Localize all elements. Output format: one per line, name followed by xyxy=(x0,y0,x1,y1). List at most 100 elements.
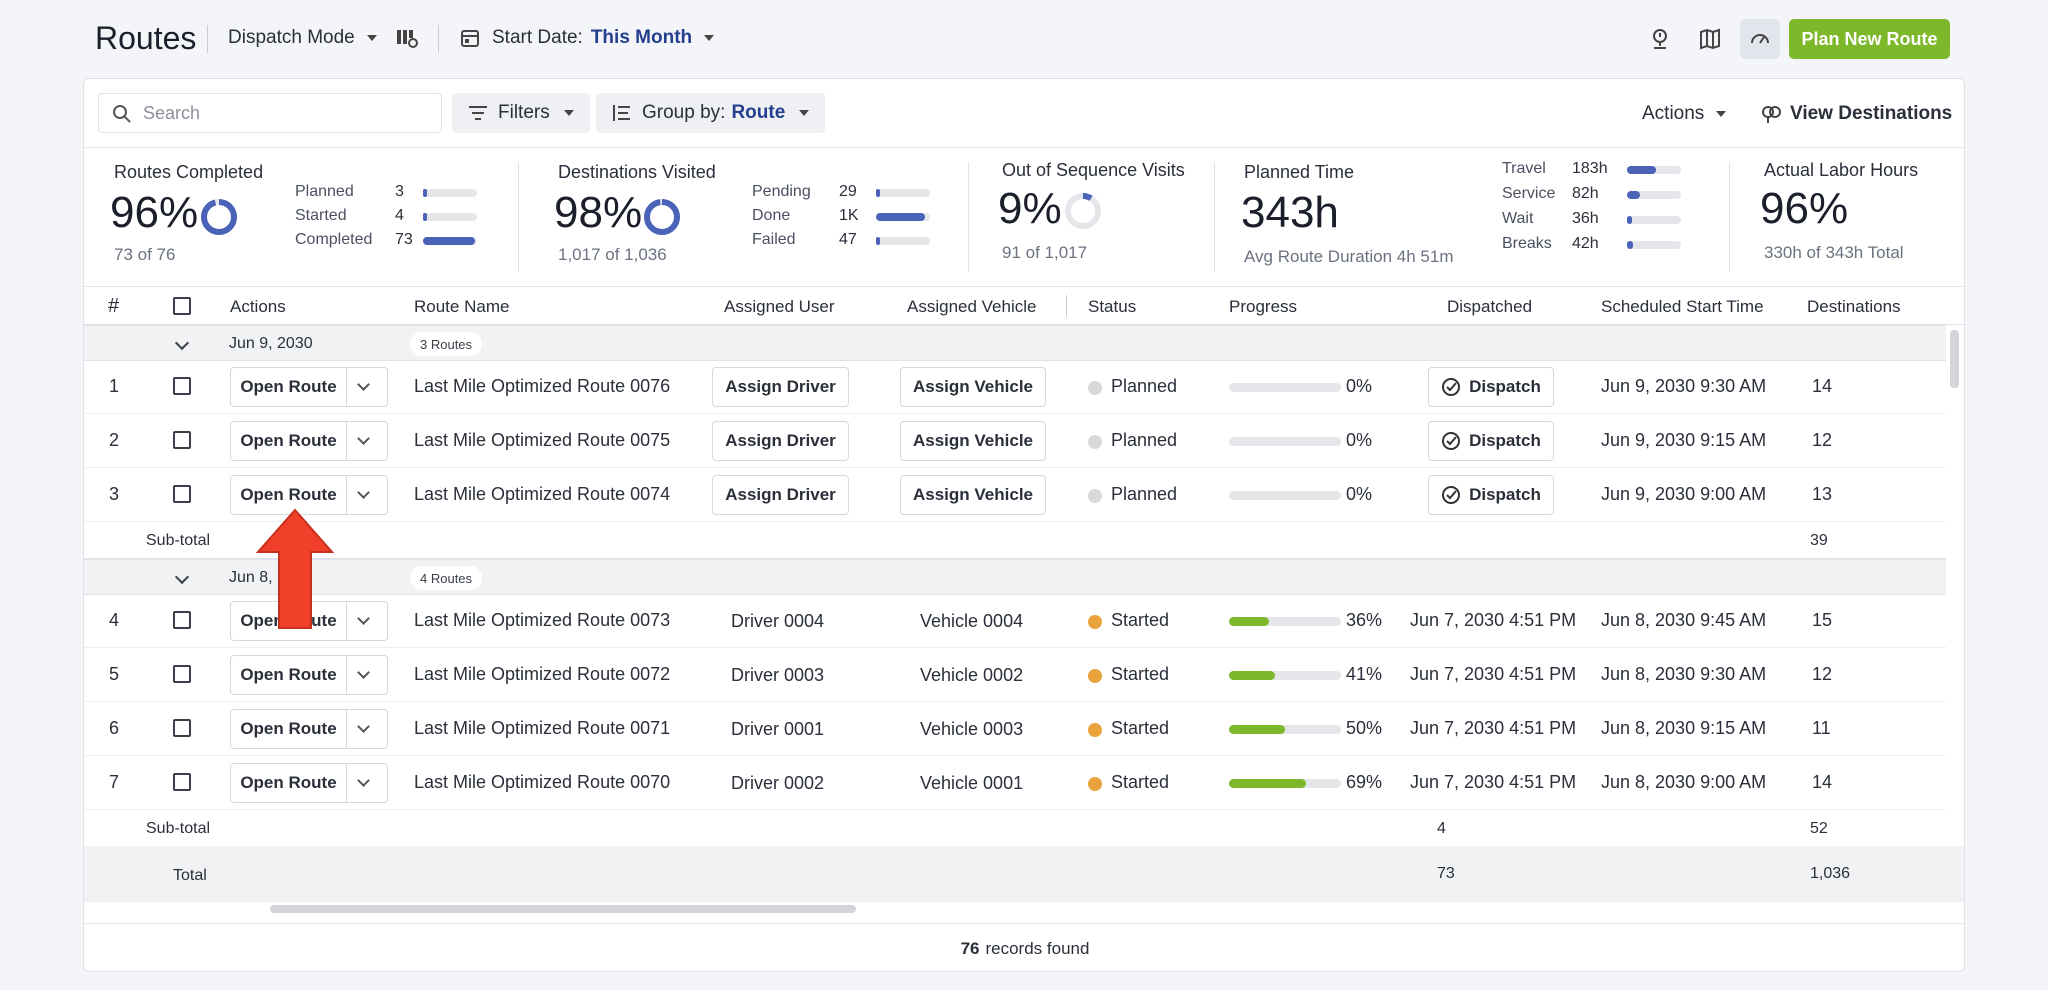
horizontal-scrollbar-thumb[interactable] xyxy=(270,905,856,913)
divider xyxy=(1214,162,1215,272)
assign-driver-button[interactable]: Assign Driver xyxy=(712,367,849,407)
out-of-sequence-value: 9% xyxy=(998,184,1062,233)
dispatch-button[interactable]: Dispatch xyxy=(1428,367,1554,407)
destinations-donut-icon xyxy=(644,199,680,235)
breakdown-bar-fill xyxy=(423,237,475,245)
route-name[interactable]: Last Mile Optimized Route 0076 xyxy=(414,376,671,396)
open-route-button[interactable]: Open Route xyxy=(231,422,347,460)
col-assigned-vehicle[interactable]: Assigned Vehicle xyxy=(907,297,1037,316)
col-progress[interactable]: Progress xyxy=(1229,297,1298,316)
search-input[interactable]: Search xyxy=(98,93,442,133)
col-status[interactable]: Status xyxy=(1088,297,1137,316)
open-route-button[interactable]: Open Route xyxy=(231,476,347,514)
planned-time-value: 343h xyxy=(1241,188,1339,237)
map-view-button[interactable] xyxy=(1690,19,1730,59)
start-date-value: This Month xyxy=(590,27,693,48)
actual-labor-label: Actual Labor Hours xyxy=(1764,160,1919,180)
route-name[interactable]: Last Mile Optimized Route 0073 xyxy=(414,610,671,630)
start-date-dropdown[interactable]: Start Date: This Month xyxy=(460,27,715,49)
dispatch-button[interactable]: Dispatch xyxy=(1428,421,1554,461)
assign-driver-button[interactable]: Assign Driver xyxy=(712,421,849,461)
group-route-count: 4 Routes xyxy=(410,566,483,590)
col-destinations[interactable]: Destinations xyxy=(1807,297,1901,316)
status-text: Planned xyxy=(1111,430,1178,450)
assign-vehicle-button[interactable]: Assign Vehicle xyxy=(900,367,1046,407)
plan-new-route-button[interactable]: Plan New Route xyxy=(1789,19,1950,59)
chevron-down-icon[interactable] xyxy=(174,569,190,585)
route-name[interactable]: Last Mile Optimized Route 0071 xyxy=(414,718,671,738)
breakdown-bar-fill xyxy=(423,189,427,197)
chevron-down-icon[interactable] xyxy=(357,486,370,499)
select-all-checkbox[interactable] xyxy=(173,297,191,315)
subtotal-label: Sub-total xyxy=(146,820,211,837)
column-resize-handle[interactable] xyxy=(1066,295,1067,317)
columns-settings-button[interactable] xyxy=(396,27,418,49)
chevron-down-icon[interactable] xyxy=(174,335,190,351)
col-dispatched[interactable]: Dispatched xyxy=(1447,297,1533,316)
filters-button[interactable]: Filters xyxy=(452,93,590,133)
horizontal-scrollbar[interactable] xyxy=(84,905,1964,915)
table-row: 3 Open Route Last Mile Optimized Route 007… xyxy=(84,469,1946,522)
open-route-split-button[interactable]: Open Route xyxy=(230,763,388,803)
assign-vehicle-button[interactable]: Assign Vehicle xyxy=(900,475,1046,515)
chevron-down-icon[interactable] xyxy=(357,666,370,679)
row-checkbox[interactable] xyxy=(173,431,191,449)
open-route-split-button[interactable]: Open Route xyxy=(230,655,388,695)
group-route-count: 3 Routes xyxy=(410,332,483,356)
open-route-split-button[interactable]: Open Route xyxy=(230,367,388,407)
location-history-button[interactable] xyxy=(1640,19,1680,59)
progress-percent: 0% xyxy=(1346,484,1373,504)
total-label: Total xyxy=(173,867,207,884)
open-route-button[interactable]: Open Route xyxy=(231,710,347,748)
route-name[interactable]: Last Mile Optimized Route 0072 xyxy=(414,664,671,684)
open-route-button[interactable]: Open Route xyxy=(231,656,347,694)
group-by-dropdown[interactable]: Group by: Route xyxy=(596,93,826,133)
open-route-button[interactable]: Open Route xyxy=(231,368,347,406)
row-number: 3 xyxy=(109,484,120,504)
open-route-split-button[interactable]: Open Route xyxy=(230,421,388,461)
group-header-row: Jun 9, 2030 3 Routes xyxy=(84,325,1946,361)
row-checkbox[interactable] xyxy=(173,485,191,503)
breakdown-bar-fill xyxy=(1627,216,1633,224)
chevron-down-icon[interactable] xyxy=(357,612,370,625)
open-route-button[interactable]: Open Route xyxy=(231,764,347,802)
status-text: Started xyxy=(1111,772,1170,792)
progress-bar-fill xyxy=(1229,617,1270,626)
dispatch-button[interactable]: Dispatch xyxy=(1428,475,1554,515)
chevron-down-icon[interactable] xyxy=(357,378,370,391)
row-checkbox[interactable] xyxy=(173,773,191,791)
actions-dropdown[interactable]: Actions xyxy=(1642,103,1727,125)
route-name[interactable]: Last Mile Optimized Route 0074 xyxy=(414,484,671,504)
vertical-scrollbar-thumb[interactable] xyxy=(1950,330,1959,388)
group-by-value: Route xyxy=(731,102,786,123)
route-name[interactable]: Last Mile Optimized Route 0070 xyxy=(414,772,671,792)
dispatch-mode-dropdown[interactable]: Dispatch Mode xyxy=(228,27,377,49)
assign-driver-button[interactable]: Assign Driver xyxy=(712,475,849,515)
row-checkbox[interactable] xyxy=(173,719,191,737)
route-name[interactable]: Last Mile Optimized Route 0075 xyxy=(414,430,671,450)
open-route-split-button[interactable]: Open Route xyxy=(230,475,388,515)
view-destinations-button[interactable]: View Destinations xyxy=(1760,103,1952,125)
open-route-split-button[interactable]: Open Route xyxy=(230,709,388,749)
breakdown-label: Started xyxy=(295,207,347,224)
row-checkbox[interactable] xyxy=(173,665,191,683)
chevron-down-icon[interactable] xyxy=(357,720,370,733)
records-footer: 76 records found xyxy=(84,923,1964,971)
col-scheduled-start[interactable]: Scheduled Start Time xyxy=(1601,297,1764,316)
table-header: # Actions Route Name Assigned User Assig… xyxy=(84,287,1964,325)
destinations-visited-label: Destinations Visited xyxy=(558,162,716,182)
dashboard-view-button[interactable] xyxy=(1740,19,1780,59)
assign-vehicle-button[interactable]: Assign Vehicle xyxy=(900,421,1046,461)
col-assigned-user[interactable]: Assigned User xyxy=(724,297,835,316)
assigned-user: Driver 0004 xyxy=(731,611,825,631)
row-checkbox[interactable] xyxy=(173,377,191,395)
divider xyxy=(518,162,519,272)
col-route-name[interactable]: Route Name xyxy=(414,297,510,316)
breakdown-label: Travel xyxy=(1502,160,1546,177)
breakdown-label: Wait xyxy=(1502,210,1534,227)
breakdown-bar xyxy=(1627,241,1681,249)
breakdown-value: 47 xyxy=(839,231,857,248)
chevron-down-icon[interactable] xyxy=(357,774,370,787)
row-checkbox[interactable] xyxy=(173,611,191,629)
chevron-down-icon[interactable] xyxy=(357,432,370,445)
